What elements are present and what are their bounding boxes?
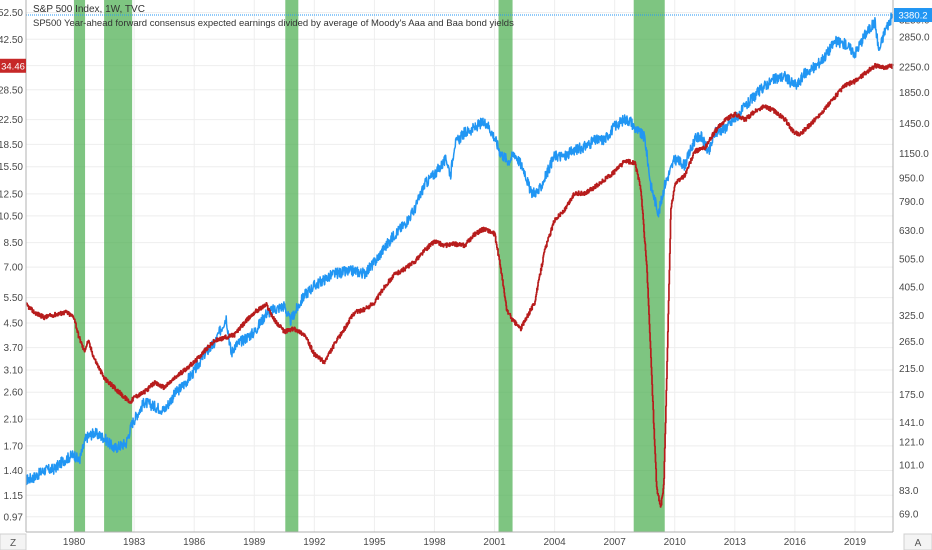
auto-scale-right-button[interactable]: A [903,533,932,550]
right-tick-label: 630.0 [899,226,924,237]
x-tick-label: 1992 [303,537,326,548]
left-tick-label: 22.50 [0,115,23,126]
auto-scale-right-button-bg[interactable] [903,533,932,550]
right-tick-label: 405.0 [899,283,924,294]
last-value-left-label: 34.46 [1,61,25,72]
x-tick-label: 2001 [483,537,506,548]
chart-subtitle: SP500 Year-ahead forward consensus expec… [33,18,514,29]
right-tick-label: 69.0 [899,510,919,521]
left-tick-label: 4.50 [4,318,24,329]
x-tick-label: 1986 [183,537,206,548]
left-tick-label: 12.50 [0,189,23,200]
x-tick-label: 2016 [784,537,807,548]
left-tick-label: 3.10 [4,366,24,377]
right-tick-label: 2850.0 [899,32,930,43]
right-tick-label: 141.0 [899,418,924,429]
x-tick-label: 1980 [63,537,86,548]
left-tick-label: 52.50 [0,8,23,19]
left-tick-label: 1.70 [4,441,24,452]
last-value-left-badge [0,58,26,73]
x-tick-label: 2013 [724,537,747,548]
x-tick-label: 1998 [423,537,446,548]
x-tick-label: 2010 [664,537,687,548]
auto-scale-right-button-label[interactable]: A [915,538,922,549]
right-tick-label: 1150.0 [899,149,929,160]
x-tick-label: 2004 [543,537,566,548]
x-tick-label: 1995 [363,537,386,548]
left-tick-label: 7.00 [4,263,24,274]
left-tick-label: 1.40 [4,466,24,477]
left-tick-label: 5.50 [4,293,24,304]
right-tick-label: 175.0 [899,390,924,401]
right-tick-label: 790.0 [899,197,924,208]
right-tick-label: 2250.0 [899,63,930,74]
left-tick-label: 28.50 [0,85,23,96]
x-tick-label: 2019 [844,537,867,548]
right-tick-label: 215.0 [899,364,924,375]
recession-band [74,0,86,532]
left-tick-label: 8.50 [4,238,24,249]
auto-scale-left-button[interactable]: Z [0,533,27,550]
auto-scale-left-button-bg[interactable] [0,533,27,550]
right-tick-label: 1450.0 [899,119,930,130]
series-line-sp500 [25,12,894,486]
last-value-right-badge [894,8,932,23]
series-layer [25,12,894,508]
left-tick-label: 10.50 [0,211,23,222]
left-tick-label: 2.10 [4,415,24,426]
x-tick-label: 2007 [604,537,627,548]
series-line-earnings-ratio [25,62,894,508]
left-tick-label: 2.60 [4,388,24,399]
left-tick-label: 1.15 [4,491,24,502]
recession-band [104,0,133,532]
right-tick-label: 1850.0 [899,88,930,99]
right-tick-label: 950.0 [899,173,924,184]
right-tick-label: 505.0 [899,254,924,265]
right-tick-label: 83.0 [899,486,919,497]
left-tick-label: 18.50 [0,140,23,151]
last-value-right-label: 3380.2 [898,11,927,22]
chart-title: S&P 500 Index, 1W, TVC [33,4,145,15]
right-tick-label: 121.0 [899,438,924,449]
left-tick-label: 0.97 [4,512,24,523]
right-tick-label: 325.0 [899,311,924,322]
left-tick-label: 15.50 [0,162,23,173]
left-tick-label: 42.50 [0,35,23,46]
right-tick-label: 265.0 [899,337,924,348]
recession-bands [74,0,665,532]
left-tick-label: 3.70 [4,343,24,354]
recession-band [285,0,299,532]
auto-scale-left-button-label[interactable]: Z [10,538,16,549]
right-tick-label: 101.0 [899,461,924,472]
x-tick-label: 1983 [123,537,146,548]
recession-band [633,0,665,532]
recession-band [498,0,513,532]
x-tick-label: 1989 [243,537,266,548]
